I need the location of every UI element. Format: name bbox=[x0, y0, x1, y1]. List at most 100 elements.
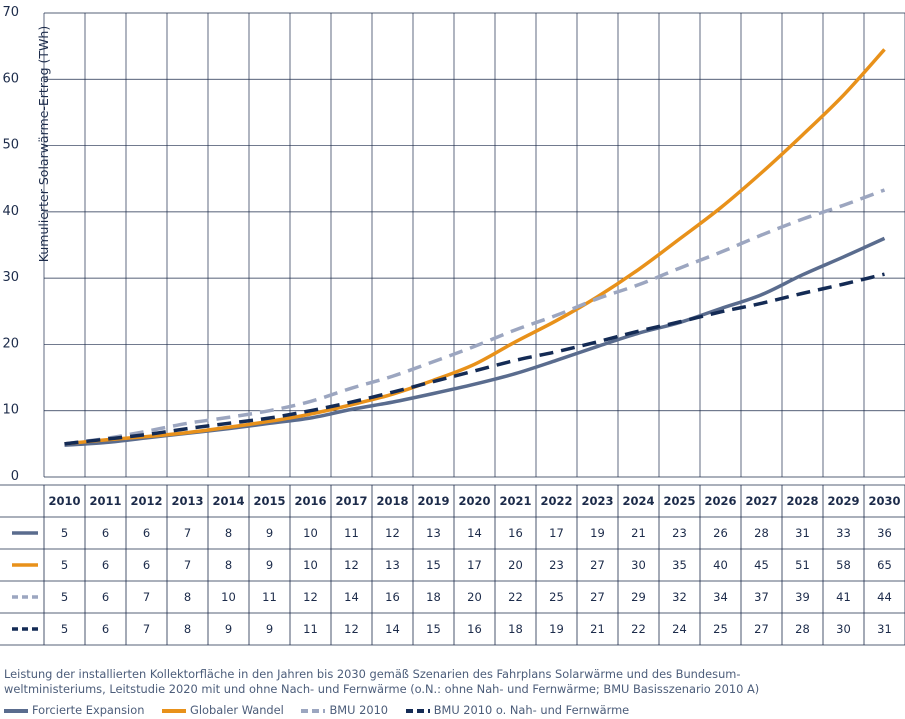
table-cell-value: 44 bbox=[877, 590, 892, 604]
table-cell-value: 11 bbox=[303, 622, 318, 636]
y-tick-label: 50 bbox=[2, 138, 19, 153]
table-cell-value: 36 bbox=[877, 526, 892, 540]
table-cell-value: 25 bbox=[549, 590, 564, 604]
table-year-header: 2010 bbox=[48, 494, 80, 508]
table-cell-value: 14 bbox=[385, 622, 400, 636]
table-cell-value: 23 bbox=[672, 526, 687, 540]
table-cell-value: 7 bbox=[143, 590, 150, 604]
table-cell-value: 45 bbox=[754, 558, 769, 572]
table-year-header: 2015 bbox=[253, 494, 285, 508]
table-cell-value: 51 bbox=[795, 558, 810, 572]
table-year-header: 2030 bbox=[868, 494, 900, 508]
table-year-header: 2025 bbox=[663, 494, 695, 508]
table-year-header: 2017 bbox=[335, 494, 367, 508]
table-cell-value: 35 bbox=[672, 558, 687, 572]
table-cell-value: 30 bbox=[631, 558, 646, 572]
y-tick-label: 20 bbox=[2, 336, 19, 351]
table-cell-value: 22 bbox=[508, 590, 523, 604]
table-cell-value: 16 bbox=[467, 622, 482, 636]
table-cell-value: 8 bbox=[184, 622, 191, 636]
table-cell-value: 33 bbox=[836, 526, 851, 540]
table-cell-value: 21 bbox=[631, 526, 646, 540]
table-cell-value: 29 bbox=[631, 590, 646, 604]
caption-line-2: weltministeriums, Leitstudie 2020 mit un… bbox=[4, 682, 760, 696]
table-year-header: 2016 bbox=[294, 494, 326, 508]
series-line-4 bbox=[64, 272, 885, 446]
table-cell-value: 31 bbox=[877, 622, 892, 636]
legend-label: Forcierte Expansion bbox=[32, 703, 145, 717]
y-axis-label: Kumulierter Solarwärme-Ertrag (TWh) bbox=[36, 26, 51, 262]
caption: Leistung der installierten Kollektorfläc… bbox=[4, 667, 904, 697]
table-year-header: 2023 bbox=[581, 494, 613, 508]
table-cell-value: 28 bbox=[754, 526, 769, 540]
series-line-3 bbox=[64, 188, 886, 446]
table-cell-value: 15 bbox=[426, 558, 441, 572]
table-cell-value: 8 bbox=[225, 526, 232, 540]
table-cell-value: 65 bbox=[877, 558, 892, 572]
table-cell-value: 9 bbox=[225, 622, 232, 636]
legend-item: BMU 2010 bbox=[301, 703, 388, 717]
table-cell-value: 12 bbox=[303, 590, 318, 604]
table-cell-value: 6 bbox=[143, 526, 150, 540]
table-cell-value: 19 bbox=[590, 526, 605, 540]
y-tick-label: 30 bbox=[2, 270, 19, 285]
table-cell-value: 20 bbox=[467, 590, 482, 604]
table-cell-value: 11 bbox=[262, 590, 277, 604]
y-tick-label: 40 bbox=[2, 204, 19, 219]
data-table: 2010 2011 2012 2013 2014 2015 2016 2017 2018 2019… bbox=[0, 484, 905, 646]
table-cell-value: 16 bbox=[385, 590, 400, 604]
legend-swatch bbox=[162, 708, 187, 713]
table-cell-value: 34 bbox=[713, 590, 728, 604]
table-cell-value: 13 bbox=[426, 526, 441, 540]
table-cell-value: 26 bbox=[713, 526, 728, 540]
legend: Forcierte Expansion Globaler Wandel BMU … bbox=[4, 703, 904, 719]
grid bbox=[43, 12, 905, 478]
table-cell-value: 7 bbox=[143, 622, 150, 636]
y-tick-label: 70 bbox=[2, 5, 19, 20]
table-cell-value: 10 bbox=[303, 558, 318, 572]
table-cell-value: 30 bbox=[836, 622, 851, 636]
table-cell-value: 13 bbox=[385, 558, 400, 572]
table-cell-value: 9 bbox=[266, 558, 273, 572]
legend-label: Globaler Wandel bbox=[190, 703, 284, 717]
table-year-header: 2012 bbox=[130, 494, 162, 508]
table-cell-value: 23 bbox=[549, 558, 564, 572]
table-year-header: 2026 bbox=[704, 494, 736, 508]
table-cell-value: 10 bbox=[221, 590, 236, 604]
table-year-header: 2024 bbox=[622, 494, 654, 508]
table-cell-value: 14 bbox=[467, 526, 482, 540]
table-cell-value: 12 bbox=[385, 526, 400, 540]
legend-swatch bbox=[301, 708, 326, 713]
table-cell-value: 5 bbox=[61, 622, 68, 636]
legend-item: Globaler Wandel bbox=[162, 703, 284, 717]
table-cell-value: 28 bbox=[795, 622, 810, 636]
table-cell-value: 8 bbox=[225, 558, 232, 572]
table-cell-value: 27 bbox=[590, 590, 605, 604]
table-cell-value: 41 bbox=[836, 590, 851, 604]
table-cell-value: 12 bbox=[344, 622, 359, 636]
table-cell-value: 5 bbox=[61, 558, 68, 572]
legend-swatch bbox=[405, 708, 430, 713]
y-axis-ticks: 0 10 20 30 40 50 60 70 bbox=[2, 5, 19, 484]
table-cell-value: 27 bbox=[754, 622, 769, 636]
table-cell-value: 8 bbox=[184, 590, 191, 604]
table-year-header: 2022 bbox=[540, 494, 572, 508]
table-cell-value: 32 bbox=[672, 590, 687, 604]
table-cell-value: 7 bbox=[184, 526, 191, 540]
table-cell-value: 5 bbox=[61, 526, 68, 540]
table-cell-value: 39 bbox=[795, 590, 810, 604]
table-cell-value: 9 bbox=[266, 622, 273, 636]
table-year-header: 2027 bbox=[745, 494, 777, 508]
table-cell-value: 58 bbox=[836, 558, 851, 572]
table-year-header: 2020 bbox=[458, 494, 490, 508]
table-cell-value: 16 bbox=[508, 526, 523, 540]
table-cell-value: 6 bbox=[102, 558, 109, 572]
series-line-1 bbox=[64, 236, 886, 447]
legend-item: BMU 2010 o. Nah- und Fernwärme bbox=[405, 703, 629, 717]
table-cell-value: 19 bbox=[549, 622, 564, 636]
table-cell-value: 5 bbox=[61, 590, 68, 604]
table-cell-value: 11 bbox=[344, 526, 359, 540]
y-tick-label: 60 bbox=[2, 71, 19, 86]
table-cell-value: 9 bbox=[266, 526, 273, 540]
